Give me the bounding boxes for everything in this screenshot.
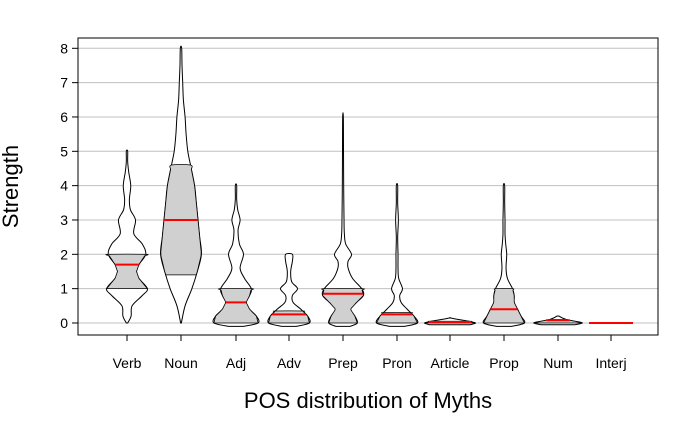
iqr-box <box>268 310 310 324</box>
violin-verb <box>105 149 149 324</box>
y-tick-label: 3 <box>60 212 68 228</box>
violin-pron <box>375 182 419 327</box>
violin-outline <box>321 112 365 327</box>
violin-prop <box>482 182 526 327</box>
x-tick-label: Article <box>431 355 470 371</box>
y-axis-title: Strength <box>0 145 23 228</box>
x-tick-label: Adj <box>226 355 246 371</box>
violin-outline <box>375 182 419 327</box>
plot-frame <box>77 37 659 336</box>
x-tick-label: Noun <box>164 355 197 371</box>
violin-outline <box>267 252 311 327</box>
y-tick-label: 8 <box>60 40 68 56</box>
iqr-box <box>213 288 259 324</box>
y-tick-label: 4 <box>60 178 68 194</box>
x-tick-label: Interj <box>595 355 626 371</box>
y-tick-label: 1 <box>60 281 68 297</box>
violin-adv <box>267 252 311 327</box>
x-axis-title: POS distribution of Myths <box>244 388 492 413</box>
y-tick-label: 2 <box>60 246 68 262</box>
y-tick-label: 0 <box>60 315 68 331</box>
violin-num <box>533 315 583 326</box>
x-tick-label: Prop <box>489 355 519 371</box>
violins <box>105 45 633 327</box>
violin-adj <box>212 183 260 327</box>
violin-article <box>423 317 477 326</box>
violin-noun <box>160 45 202 324</box>
iqr-box <box>482 288 526 324</box>
iqr-box <box>321 288 365 324</box>
violin-prep <box>321 112 365 327</box>
y-tick-label: 7 <box>60 75 68 91</box>
x-tick-label: Prep <box>328 355 358 371</box>
x-tick-label: Adv <box>277 355 301 371</box>
y-axis: 0 1 2 3 4 5 6 7 8 <box>60 40 78 331</box>
y-tick-label: 5 <box>60 143 68 159</box>
iqr-box <box>105 253 149 290</box>
x-axis: Verb Noun Adj Adv Prep Pron Article Prop Num Inte… <box>113 335 627 371</box>
x-tick-label: Verb <box>113 355 142 371</box>
x-tick-label: Pron <box>382 355 412 371</box>
y-tick-label: 6 <box>60 109 68 125</box>
x-tick-label: Num <box>543 355 573 371</box>
